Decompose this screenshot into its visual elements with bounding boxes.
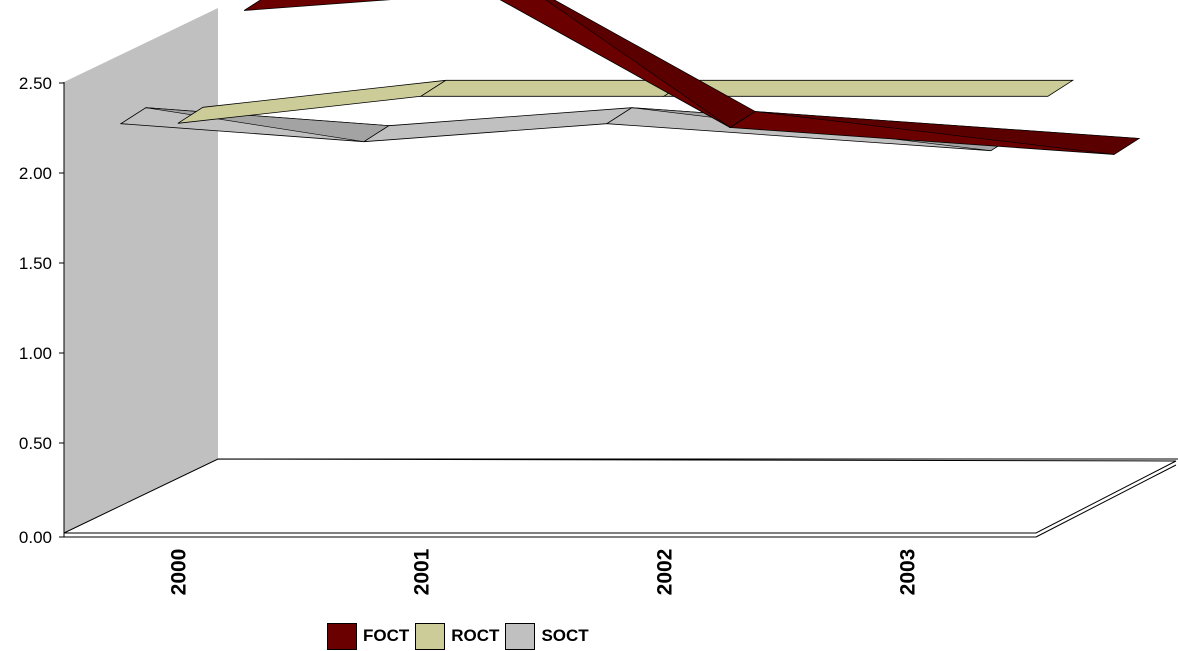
y-tick-label: 0.50: [19, 434, 52, 453]
floor: [63, 458, 1177, 534]
y-tick-label: 1.00: [19, 344, 52, 363]
legend: FOCT ROCT SOCT: [327, 621, 595, 651]
legend-label-foct: FOCT: [363, 626, 410, 645]
legend-label-soct: SOCT: [541, 626, 589, 645]
y-tick-label: 1.50: [19, 254, 52, 273]
x-tick-label: 2003: [897, 549, 920, 596]
legend-swatch-soct: [505, 622, 536, 650]
x-tick-label: 2000: [168, 549, 191, 596]
floor-edge-right: [1035, 464, 1177, 538]
series-roct-ribbon-segment: [662, 79, 1075, 97]
legend-item-roct: ROCT: [415, 622, 500, 650]
y-tick-label: 2.00: [19, 164, 52, 183]
y-tick-label: 2.50: [19, 74, 52, 93]
legend-label-roct: ROCT: [451, 626, 500, 645]
legend-item-soct: SOCT: [505, 622, 589, 650]
legend-swatch-roct: [415, 622, 446, 650]
series-roct-ribbon-segment: [177, 79, 447, 124]
x-tick-label: 2001: [411, 548, 434, 595]
y-tick-label: 0.00: [19, 528, 52, 547]
x-tick-label: 2002: [654, 549, 677, 596]
left-wall: [64, 8, 218, 533]
series-soct-ribbon-segment: [363, 107, 633, 143]
legend-swatch-foct: [327, 622, 357, 650]
series-foct-ribbon-segment: [243, 0, 391, 11]
series-foct-ribbon-face: [755, 111, 1140, 155]
legend-item-foct: FOCT: [327, 622, 410, 650]
